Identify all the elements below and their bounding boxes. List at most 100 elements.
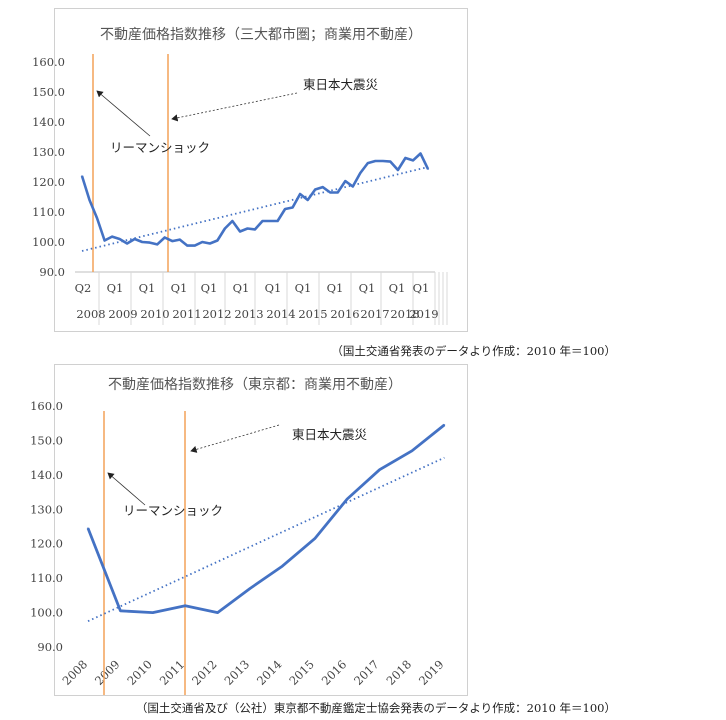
- data-point: [336, 191, 339, 194]
- x-year-label: 2018: [390, 307, 419, 321]
- data-point: [186, 244, 189, 247]
- data-point: [224, 227, 226, 230]
- y-tick-label: 90.0: [37, 640, 63, 654]
- data-point: [261, 220, 264, 222]
- data-point: [329, 191, 332, 194]
- y-tick-label: 160.0: [30, 399, 63, 413]
- data-point: [281, 565, 284, 567]
- data-point: [411, 449, 413, 452]
- x-quarter-label: Q1: [327, 281, 344, 295]
- data-point: [184, 604, 186, 607]
- series-line: [86, 423, 446, 614]
- x-tick-label: 2015: [286, 657, 317, 688]
- chart-1: 不動産価格指数推移（三大都市圏；商業用不動産） 160.0 150.0 140.0 13…: [32, 26, 448, 325]
- data-point: [163, 236, 166, 239]
- data-point: [321, 186, 324, 188]
- arrow-lehman: [107, 472, 146, 506]
- x-year-label: 2019: [409, 307, 438, 321]
- data-point: [367, 162, 369, 164]
- chart-2-caption: （国土交通省及び（公社）東京都不動産鑑定士協会発表のデータより作成：2010 年…: [135, 701, 616, 715]
- y-tick-label: 120.0: [30, 537, 63, 551]
- data-point: [201, 241, 204, 243]
- data-point: [231, 220, 234, 222]
- x-tick-label: 2014: [254, 657, 285, 688]
- data-point: [374, 160, 377, 162]
- annotation-earthquake: 東日本大震災: [292, 427, 368, 442]
- data-point: [378, 468, 381, 471]
- data-point: [314, 188, 316, 191]
- data-point: [382, 160, 384, 162]
- x-tick-label: 2011: [157, 657, 188, 688]
- data-point: [103, 239, 106, 242]
- x-tick-label: 2008: [60, 657, 91, 688]
- x-quarter-label: Q1: [233, 281, 250, 295]
- arrow-lehman: [96, 90, 151, 137]
- y-tick-label: 90.0: [39, 265, 65, 279]
- x-quarter-label: Q1: [295, 281, 312, 295]
- arrow-earthquake: [190, 424, 280, 453]
- data-point: [209, 242, 211, 245]
- data-point: [284, 208, 286, 210]
- x-year-label: 2015: [298, 307, 327, 321]
- data-point: [246, 227, 249, 230]
- data-point: [291, 206, 294, 209]
- x-year-label: 2014: [266, 307, 295, 321]
- chart-1-caption: （国土交通省発表のデータより作成：2010 年＝100）: [331, 344, 616, 358]
- series-line: [80, 152, 430, 247]
- y-tick-label: 120.0: [32, 175, 65, 189]
- data-point: [141, 241, 143, 243]
- x-quarter-label: Q1: [201, 281, 218, 295]
- data-point: [404, 157, 407, 159]
- x-quarter-label: Q1: [107, 281, 124, 295]
- x-year-label: 2017: [360, 307, 389, 321]
- x-quarter-label: Q1: [265, 281, 282, 295]
- trend-line: [81, 166, 429, 252]
- data-point: [148, 241, 151, 244]
- data-point: [87, 527, 89, 530]
- x-year-label: 2016: [330, 307, 359, 321]
- data-point: [133, 238, 136, 240]
- x-tick-label: 2013: [222, 657, 253, 688]
- data-point: [397, 169, 399, 171]
- annotation-lehman: リーマンショック: [123, 503, 223, 518]
- chart-title: 不動産価格指数推移（東京都：商業用不動産）: [108, 377, 402, 393]
- annotation-lehman: リーマンショック: [110, 140, 210, 155]
- data-point: [216, 611, 219, 614]
- data-point: [314, 537, 316, 540]
- data-point: [171, 240, 174, 242]
- x-quarter-label: Q1: [359, 281, 376, 295]
- x-tick-label: 2019: [416, 657, 447, 688]
- data-point: [156, 243, 159, 246]
- data-point: [118, 238, 121, 240]
- y-tick-label: 150.0: [32, 85, 65, 99]
- data-point: [359, 172, 362, 174]
- data-point: [216, 239, 219, 242]
- x-tick-label: 2010: [124, 657, 155, 688]
- data-point: [152, 611, 154, 614]
- y-tick-label: 160.0: [32, 55, 65, 69]
- data-point: [96, 217, 98, 219]
- data-point: [254, 228, 256, 231]
- data-point: [111, 235, 113, 238]
- x-tick-label: 2017: [351, 657, 382, 688]
- x-tick-label: 2018: [384, 657, 415, 688]
- x-year-label: 2012: [202, 307, 231, 321]
- x-quarter-label: Q1: [139, 281, 156, 295]
- data-point: [126, 242, 128, 245]
- data-point: [419, 152, 422, 155]
- y-tick-label: 140.0: [32, 115, 65, 129]
- data-point: [81, 175, 83, 177]
- data-point: [249, 587, 251, 590]
- chart-title: 不動産価格指数推移（三大都市圏；商業用不動産）: [100, 26, 422, 43]
- y-tick-label: 140.0: [30, 468, 63, 482]
- trend-line: [87, 456, 445, 622]
- data-point: [389, 160, 392, 163]
- chart-2: 不動産価格指数推移（東京都：商業用不動産） 160.0 150.0 140.0 130.…: [30, 377, 447, 695]
- y-tick-label: 110.0: [30, 571, 63, 585]
- data-point: [194, 244, 196, 247]
- annotation-earthquake: 東日本大震災: [303, 77, 379, 92]
- x-quarter-label: Q2: [75, 281, 92, 295]
- y-tick-label: 100.0: [30, 606, 63, 620]
- x-quarter-label: Q1: [171, 281, 188, 295]
- y-tick-label: 130.0: [32, 145, 65, 159]
